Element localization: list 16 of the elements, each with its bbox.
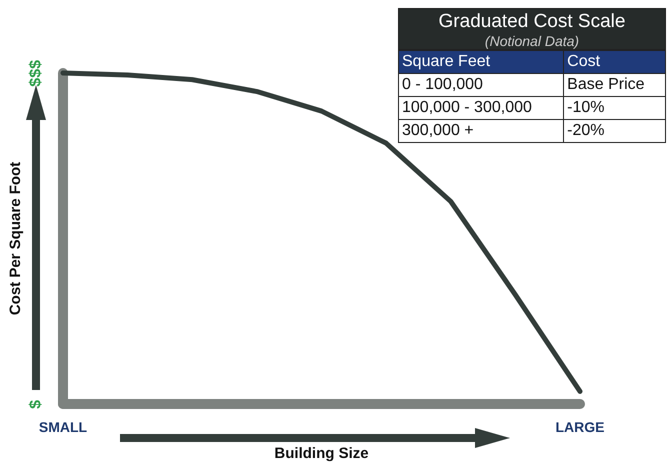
text: Cost xyxy=(564,50,666,74)
y-axis-title: Cost Per Square Foot xyxy=(7,162,24,316)
text: Graduated Cost Scale xyxy=(438,11,626,33)
text: (Notional Data) xyxy=(484,33,580,49)
x-axis-title: Building Size xyxy=(274,445,369,462)
x-tick-label: LARGE xyxy=(556,419,604,435)
annotation: -20% xyxy=(564,120,666,142)
annotation: -10% xyxy=(564,96,666,120)
annotation: 300,000 + xyxy=(398,120,564,142)
annotation: 0 - 100,000 xyxy=(398,74,564,96)
text: $$$ xyxy=(28,60,44,87)
annotation: 100,000 - 300,000 xyxy=(398,96,564,120)
annotation: Base Price xyxy=(564,74,666,96)
x-tick-label: SMALL xyxy=(38,419,88,435)
text: Square Feet xyxy=(398,50,564,74)
text: $ xyxy=(28,400,44,409)
